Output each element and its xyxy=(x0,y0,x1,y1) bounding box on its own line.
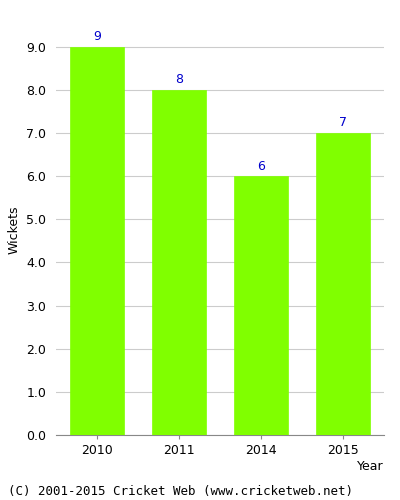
Bar xyxy=(234,176,288,435)
Text: 7: 7 xyxy=(339,116,347,130)
Text: 9: 9 xyxy=(93,30,101,43)
Bar xyxy=(316,133,370,435)
Text: 6: 6 xyxy=(257,160,265,172)
Y-axis label: Wickets: Wickets xyxy=(8,206,21,254)
Bar xyxy=(70,46,124,435)
Text: (C) 2001-2015 Cricket Web (www.cricketweb.net): (C) 2001-2015 Cricket Web (www.cricketwe… xyxy=(8,484,353,498)
X-axis label: Year: Year xyxy=(357,460,384,472)
Text: 8: 8 xyxy=(175,74,183,86)
Bar xyxy=(152,90,206,435)
